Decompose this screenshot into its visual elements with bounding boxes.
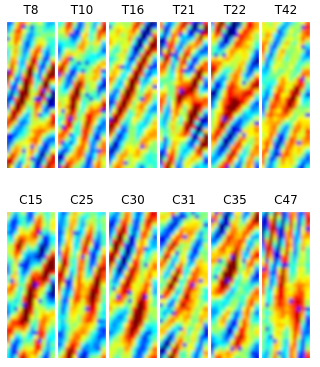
heat-cell (101, 165, 107, 171)
heatmap (159, 211, 209, 361)
heatmap-cells (210, 211, 260, 361)
heatmap (6, 21, 56, 171)
heatmap-cells (108, 211, 158, 361)
panel-label: C35 (223, 193, 247, 207)
heatmap (261, 211, 311, 361)
heatmap-cells (261, 211, 311, 361)
panel-label: T16 (121, 3, 145, 17)
heatmap (108, 21, 158, 171)
heatmap-cells (6, 211, 56, 361)
heat-cell (152, 355, 158, 361)
heat-cell (254, 165, 260, 171)
panel-label: C31 (172, 193, 196, 207)
heatmap-cells (159, 211, 209, 361)
heatmap-cells (57, 21, 107, 171)
panel-label: T21 (172, 3, 196, 17)
panel-label: T42 (274, 3, 298, 17)
heatmap (57, 21, 107, 171)
heatmap (210, 21, 260, 171)
heatmap (210, 211, 260, 361)
heatmap-cells (159, 21, 209, 171)
panel-label: T10 (70, 3, 94, 17)
heat-cell (203, 355, 209, 361)
heatmap-cells (261, 21, 311, 171)
heat-cell (254, 355, 260, 361)
panel-label: C25 (70, 193, 94, 207)
heatmap (57, 211, 107, 361)
panel-label: C47 (274, 193, 298, 207)
panel-label: C30 (121, 193, 145, 207)
heatmap (6, 211, 56, 361)
heatmap (159, 21, 209, 171)
panel-label: C15 (19, 193, 43, 207)
heat-cell (50, 355, 56, 361)
heat-cell (50, 165, 56, 171)
heatmap (108, 211, 158, 361)
heat-cell (101, 355, 107, 361)
heatmap-cells (57, 211, 107, 361)
panel-label: T8 (23, 3, 39, 17)
panel-label: T22 (223, 3, 247, 17)
heatmap-cells (108, 21, 158, 171)
heat-cell (305, 165, 311, 171)
heat-cell (203, 165, 209, 171)
heatmap-cells (210, 21, 260, 171)
heatmap-cells (6, 21, 56, 171)
heat-cell (152, 165, 158, 171)
heatmap (261, 21, 311, 171)
